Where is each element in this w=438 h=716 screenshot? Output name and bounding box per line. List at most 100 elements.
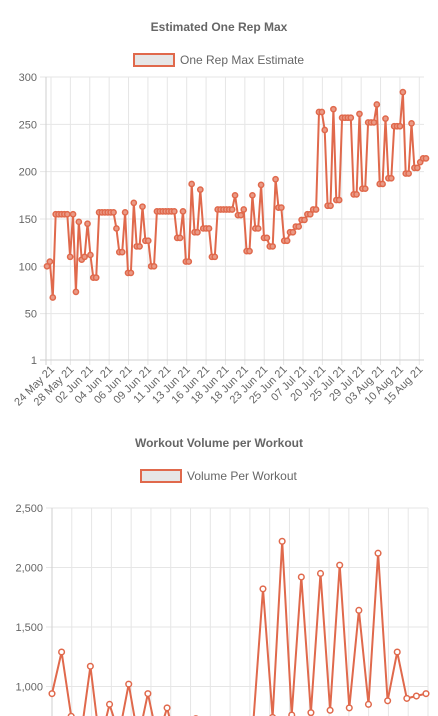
data-point[interactable] (413, 164, 421, 172)
legend-label[interactable]: Volume Per Workout (187, 469, 297, 483)
data-point[interactable] (345, 704, 353, 712)
data-point[interactable] (185, 258, 193, 265)
data-point[interactable] (335, 196, 343, 204)
data-point[interactable] (105, 700, 114, 708)
data-point[interactable] (43, 262, 51, 270)
legend-swatch[interactable] (140, 469, 182, 483)
data-point[interactable] (46, 258, 54, 265)
data-point[interactable] (373, 101, 381, 108)
data-point[interactable] (396, 122, 404, 130)
data-point[interactable] (321, 126, 329, 134)
data-point[interactable] (387, 174, 395, 182)
data-point[interactable] (49, 294, 57, 301)
data-point[interactable] (163, 704, 171, 712)
data-point[interactable] (301, 216, 308, 224)
data-point[interactable] (194, 228, 201, 236)
data-point[interactable] (326, 706, 334, 714)
data-point[interactable] (84, 220, 91, 228)
data-point[interactable] (66, 253, 74, 261)
data-point[interactable] (316, 569, 325, 577)
data-point[interactable] (382, 115, 389, 122)
data-point[interactable] (393, 648, 401, 656)
data-point[interactable] (355, 606, 363, 614)
data-point[interactable] (289, 228, 297, 236)
data-point[interactable] (196, 186, 204, 193)
data-point[interactable] (277, 204, 285, 211)
data-point[interactable] (370, 119, 378, 126)
data-point[interactable] (254, 225, 262, 232)
data-point[interactable] (58, 648, 66, 656)
data-point[interactable] (364, 700, 373, 708)
data-point[interactable] (297, 573, 305, 581)
data-point[interactable] (170, 208, 178, 215)
data-point[interactable] (312, 206, 320, 213)
data-point[interactable] (81, 253, 88, 261)
data-point[interactable] (69, 210, 77, 218)
data-point[interactable] (86, 662, 94, 670)
data-point[interactable] (48, 690, 56, 698)
data-point[interactable] (127, 269, 135, 277)
data-point[interactable] (240, 206, 248, 213)
data-point[interactable] (353, 191, 360, 198)
legend[interactable]: One Rep Max Estimate (133, 53, 304, 67)
data-point[interactable] (408, 120, 415, 127)
data-point[interactable] (272, 175, 279, 183)
data-point[interactable] (144, 690, 152, 698)
data-point[interactable] (257, 181, 265, 189)
data-point[interactable] (231, 191, 239, 199)
data-point[interactable] (412, 692, 420, 700)
data-point[interactable] (422, 690, 430, 698)
data-point[interactable] (228, 206, 236, 213)
data-point[interactable] (283, 237, 291, 245)
data-point[interactable] (347, 114, 355, 122)
data-point[interactable] (144, 237, 152, 245)
legend-swatch[interactable] (133, 53, 175, 67)
data-point[interactable] (405, 170, 412, 177)
data-point[interactable] (263, 234, 271, 242)
data-point[interactable] (318, 108, 326, 116)
data-point[interactable] (399, 88, 407, 96)
data-point[interactable] (259, 585, 267, 593)
data-point[interactable] (130, 199, 138, 207)
data-point[interactable] (113, 225, 120, 232)
data-point[interactable] (330, 105, 337, 113)
data-point[interactable] (63, 210, 71, 218)
data-point[interactable] (237, 211, 245, 219)
data-point[interactable] (374, 549, 382, 557)
data-point[interactable] (422, 155, 430, 162)
data-point[interactable] (205, 225, 213, 232)
data-point[interactable] (176, 234, 184, 242)
data-point[interactable] (139, 203, 146, 211)
data-point[interactable] (361, 185, 369, 193)
data-point[interactable] (188, 180, 196, 188)
data-point[interactable] (306, 210, 314, 218)
data-point[interactable] (288, 711, 296, 716)
data-point[interactable] (121, 208, 129, 216)
legend[interactable]: Volume Per Workout (140, 469, 297, 483)
data-point[interactable] (179, 208, 187, 215)
data-point[interactable] (336, 561, 344, 569)
data-point[interactable] (278, 537, 286, 545)
data-point[interactable] (246, 247, 253, 255)
data-point[interactable] (356, 110, 363, 118)
data-point[interactable] (384, 697, 392, 705)
data-point[interactable] (150, 262, 158, 270)
data-point[interactable] (307, 709, 315, 716)
data-point[interactable] (136, 243, 143, 250)
data-point[interactable] (125, 680, 133, 688)
data-point[interactable] (92, 274, 100, 282)
data-point[interactable] (72, 288, 80, 296)
data-point[interactable] (75, 218, 83, 226)
data-point[interactable] (403, 694, 411, 702)
data-point[interactable] (110, 208, 117, 216)
data-point[interactable] (327, 202, 334, 210)
data-point[interactable] (118, 248, 126, 256)
data-point[interactable] (249, 191, 256, 199)
data-point[interactable] (379, 180, 386, 188)
data-point[interactable] (67, 712, 75, 716)
data-point[interactable] (295, 223, 303, 230)
legend-label[interactable]: One Rep Max Estimate (180, 53, 304, 67)
data-point[interactable] (269, 243, 277, 250)
data-point[interactable] (87, 251, 94, 259)
data-point[interactable] (211, 253, 219, 261)
